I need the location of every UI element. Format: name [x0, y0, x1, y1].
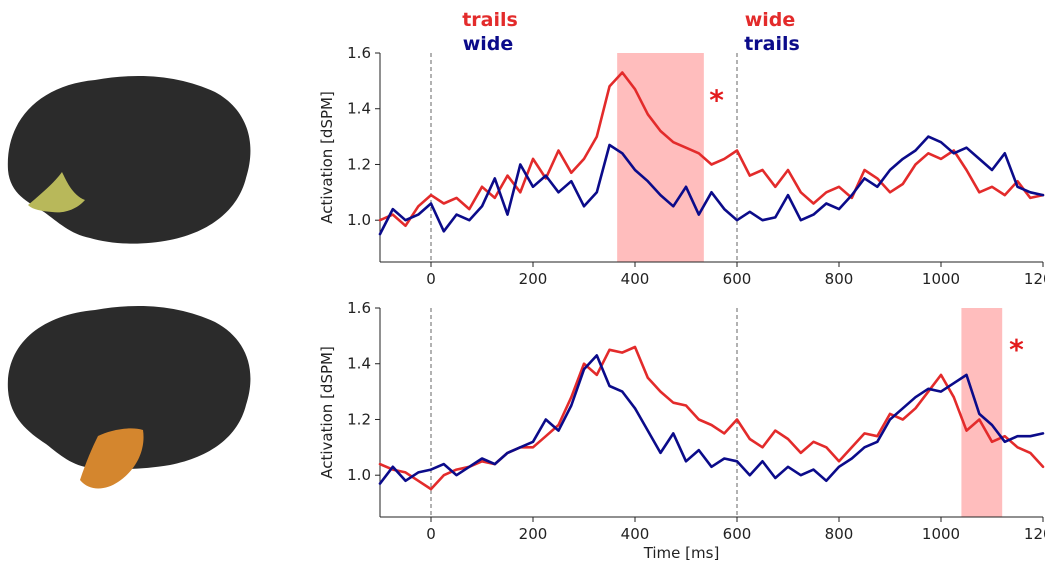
brain-top — [7, 76, 251, 244]
y-tick-label-3: 1.6 — [347, 299, 371, 317]
significance-window — [961, 308, 1003, 517]
y-tick-label-0: 1.0 — [347, 211, 371, 229]
significance-window — [617, 53, 704, 262]
y-tick-label-0: 1.0 — [347, 466, 371, 484]
x-tick-label-5: 1000 — [922, 270, 960, 288]
series-line-red — [378, 71, 1045, 228]
x-tick-label-2: 400 — [621, 525, 650, 543]
x-tick-label-5: 1000 — [922, 525, 960, 543]
brain-top-roi — [28, 172, 85, 213]
label-left-top: trails — [462, 9, 518, 31]
chart-panel-top: 1.0 1.2 1.4 1.6 0 200 400 600 800 1000 1200 Activat… — [318, 44, 1045, 288]
series-line-blue — [378, 135, 1045, 236]
x-tick-label-0: 0 — [426, 525, 436, 543]
x-tick-label-4: 800 — [825, 270, 854, 288]
brain-top-shape — [7, 76, 251, 244]
x-tick-label-1: 200 — [519, 270, 548, 288]
chart-panel-bottom: 1.0 1.2 1.4 1.6 0 200 400 600 800 1000 1200 Activat… — [318, 299, 1045, 562]
x-tick-label-6: 1200 — [1024, 525, 1045, 543]
condition-labels: trails wide wide trails — [462, 9, 800, 55]
brain-bottom-roi — [80, 428, 144, 489]
series-line-blue — [378, 354, 1045, 485]
x-tick-label-3: 600 — [723, 525, 752, 543]
label-right-bottom: trails — [744, 33, 800, 55]
x-tick-label-4: 800 — [825, 525, 854, 543]
y-axis-label: Activation [dSPM] — [318, 91, 336, 224]
y-tick-label-2: 1.4 — [347, 355, 371, 373]
x-tick-label-6: 1200 — [1024, 270, 1045, 288]
x-tick-label-0: 0 — [426, 270, 436, 288]
x-tick-label-1: 200 — [519, 525, 548, 543]
y-axis-label: Activation [dSPM] — [318, 346, 336, 479]
significance-star: * — [1009, 333, 1024, 366]
y-tick-label-1: 1.2 — [347, 155, 371, 173]
x-tick-label-3: 600 — [723, 270, 752, 288]
label-right-top: wide — [745, 9, 796, 31]
y-tick-label-1: 1.2 — [347, 410, 371, 428]
x-axis-label: Time [ms] — [643, 544, 720, 562]
brain-bottom-shape — [7, 306, 251, 470]
brain-bottom — [7, 306, 251, 489]
label-left-bottom: wide — [463, 33, 514, 55]
x-tick-label-2: 400 — [621, 270, 650, 288]
significance-star: * — [709, 84, 724, 117]
y-tick-label-2: 1.4 — [347, 100, 371, 118]
y-tick-label-3: 1.6 — [347, 44, 371, 62]
